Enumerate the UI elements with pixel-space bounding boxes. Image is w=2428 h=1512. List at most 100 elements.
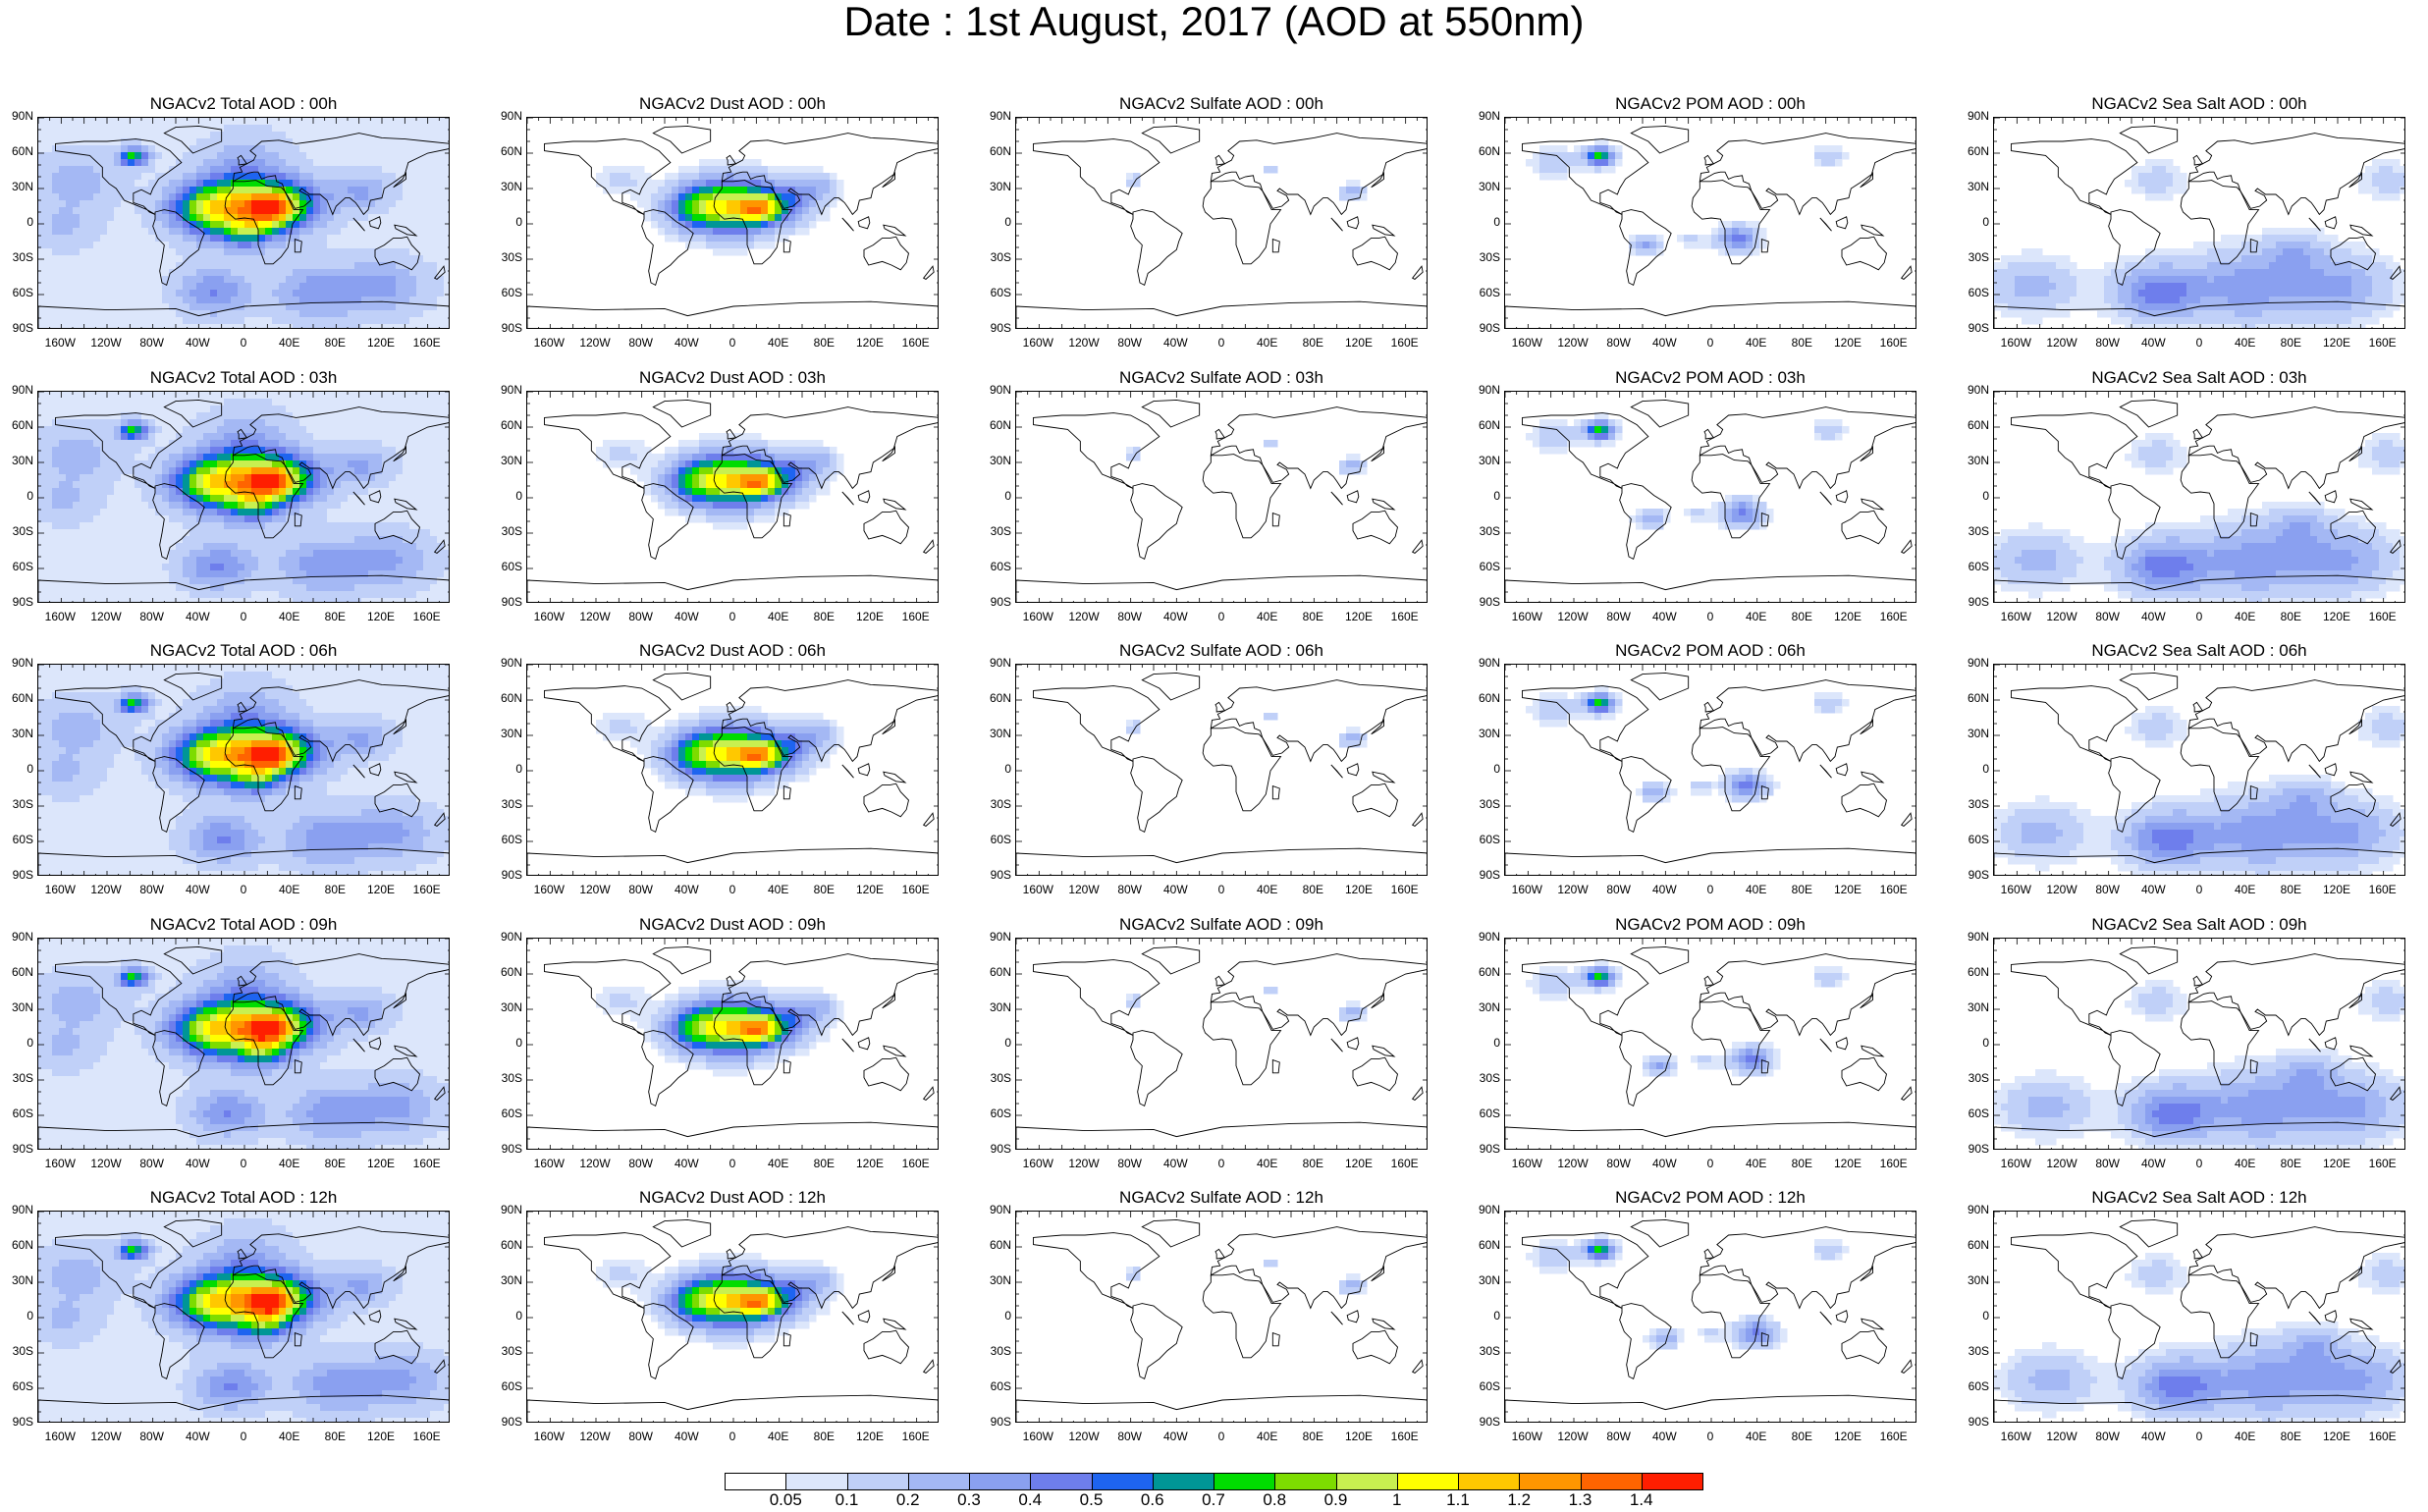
lat-tick-label: 90S	[1479, 595, 1500, 609]
colorbar-label: 0.8	[1263, 1490, 1287, 1509]
lon-tick-label: 80W	[139, 1430, 164, 1443]
lon-tick-label: 80W	[628, 1430, 653, 1443]
lon-tick-label: 40W	[1651, 1430, 1677, 1443]
lat-tick-label: 90S	[1479, 321, 1500, 335]
lat-tick-label: 60N	[11, 418, 33, 432]
lon-tick-label: 120E	[2322, 336, 2351, 350]
panel-title: NGACv2 Total AOD : 09h	[149, 915, 338, 934]
lon-tick-label: 120E	[1833, 336, 1862, 350]
lon-tick-label: 120W	[2046, 336, 2077, 350]
lon-tick-label: 160E	[412, 610, 441, 623]
lat-tick-label: 90S	[990, 321, 1011, 335]
coastline	[1994, 945, 2404, 1149]
lon-tick-label: 120W	[1068, 883, 1100, 896]
lon-tick-label: 160E	[412, 1157, 441, 1170]
lat-tick-label: 90N	[11, 109, 33, 123]
lat-tick-label: 60N	[1967, 1238, 1989, 1252]
lon-tick-label: 0	[728, 336, 736, 350]
lat-tick-label: 90N	[1478, 383, 1500, 397]
axis-ticks	[1505, 118, 1915, 328]
coastline	[1016, 672, 1427, 875]
lat-tick-label: 60N	[989, 418, 1011, 432]
lat-tick-label: 90S	[990, 868, 1011, 882]
lon-tick-label: 40W	[2140, 1157, 2166, 1170]
map-frame	[1504, 938, 1916, 1150]
lon-tick-label: 40W	[674, 883, 699, 896]
lon-tick-label: 160W	[1022, 610, 1053, 623]
lat-tick-label: 60N	[1478, 144, 1500, 158]
lat-tick-label: 30S	[12, 797, 33, 811]
lon-tick-label: 80W	[139, 336, 164, 350]
axis-ticks	[38, 665, 449, 875]
axis-ticks	[38, 392, 449, 602]
lat-tick-label: 60N	[11, 1238, 33, 1252]
lat-tick-label: 0	[27, 215, 33, 229]
lat-tick-label: 30S	[990, 1344, 1011, 1358]
aod-field	[1126, 987, 1368, 1022]
colorbar-swatch	[1396, 1473, 1459, 1490]
map-frame	[1993, 938, 2405, 1150]
lat-tick-label: 30N	[989, 454, 1011, 467]
colorbar-swatch	[1580, 1473, 1643, 1490]
colorbar-label: 1	[1392, 1490, 1402, 1509]
lon-tick-label: 80W	[1606, 336, 1631, 350]
lon-tick-label: 40E	[1256, 336, 1278, 350]
lat-tick-label: 60N	[1967, 965, 1989, 979]
lat-tick-label: 60S	[501, 1107, 522, 1120]
page-title: Date : 1st August, 2017 (AOD at 550nm)	[843, 0, 1585, 44]
lon-tick-label: 80W	[628, 883, 653, 896]
lat-tick-label: 90S	[1479, 1142, 1500, 1156]
map-svg	[38, 1212, 449, 1422]
lat-tick-label: 60S	[1479, 1379, 1500, 1393]
map-svg	[527, 1212, 938, 1422]
lat-tick-label: 0	[515, 215, 522, 229]
lon-tick-label: 80W	[139, 883, 164, 896]
map-frame	[526, 938, 939, 1150]
lon-tick-label: 120W	[90, 1430, 122, 1443]
lon-tick-label: 80E	[324, 1430, 346, 1443]
axis-ticks	[38, 939, 449, 1149]
coastline	[1505, 1218, 1915, 1422]
aod-field	[1126, 1260, 1368, 1295]
lat-tick-label: 30S	[12, 1071, 33, 1085]
lat-tick-label: 60S	[990, 286, 1011, 299]
lon-tick-label: 0	[1706, 610, 1714, 623]
map-panel-seasalt-0: NGACv2 Sea Salt AOD : 00h 90N 60N 30N 0 30S 60…	[1956, 94, 2405, 365]
lon-tick-label: 120W	[2046, 1157, 2077, 1170]
colorbar-label: 0.6	[1140, 1490, 1164, 1509]
lon-tick-label: 160E	[1390, 336, 1419, 350]
lon-tick-label: 160E	[1879, 1157, 1908, 1170]
lat-tick-label: 90N	[1967, 383, 1989, 397]
lon-tick-label: 120E	[366, 883, 396, 896]
coastline	[38, 945, 449, 1149]
lon-tick-label: 80W	[1606, 610, 1631, 623]
lon-tick-label: 0	[728, 1157, 736, 1170]
lon-tick-label: 160E	[2368, 610, 2397, 623]
lon-tick-label: 40E	[278, 610, 300, 623]
lat-tick-label: 30N	[1478, 180, 1500, 193]
lon-tick-label: 120W	[579, 1430, 611, 1443]
colorbar-label: 1.4	[1629, 1490, 1653, 1509]
lat-tick-label: 90S	[1968, 1415, 1989, 1429]
lon-tick-label: 0	[1217, 1430, 1225, 1443]
map-svg	[38, 392, 449, 602]
lat-tick-label: 90S	[12, 1142, 33, 1156]
lon-tick-label: 160E	[2368, 883, 2397, 896]
lon-tick-label: 120W	[1068, 1430, 1100, 1443]
lon-tick-label: 120E	[855, 610, 885, 623]
lon-tick-label: 80E	[1302, 1430, 1323, 1443]
lon-tick-label: 40W	[1162, 336, 1188, 350]
lat-tick-label: 30N	[989, 1000, 1011, 1014]
lon-tick-label: 160W	[2000, 336, 2031, 350]
lon-tick-label: 160E	[901, 1157, 930, 1170]
lon-tick-label: 160E	[1879, 883, 1908, 896]
lon-tick-label: 40E	[278, 1430, 300, 1443]
map-frame	[1993, 664, 2405, 876]
lon-tick-label: 120W	[1557, 1430, 1589, 1443]
lat-tick-label: 30N	[1967, 454, 1989, 467]
colorbar-swatch	[846, 1473, 909, 1490]
lon-tick-label: 120E	[1833, 1430, 1862, 1443]
colorbar-label: 0.9	[1323, 1490, 1348, 1509]
lat-tick-label: 0	[1982, 1309, 1989, 1323]
coastline	[1994, 125, 2404, 328]
